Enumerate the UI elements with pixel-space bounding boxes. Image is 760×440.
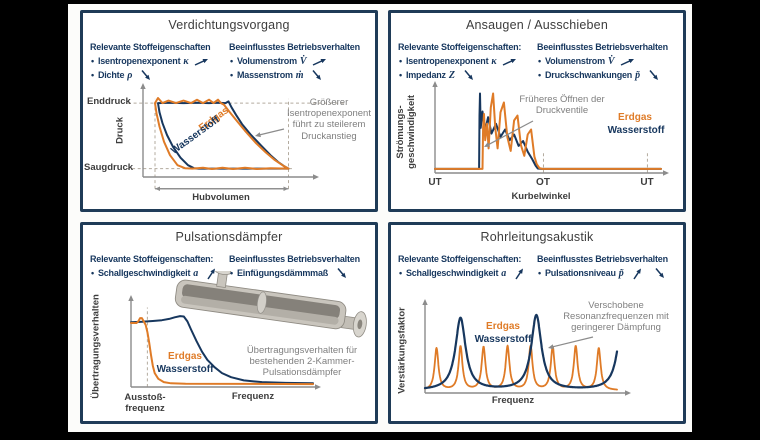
panel-title: Rohrleitungsakustik [480,230,594,244]
x-axis-label: Kurbelwinkel [511,191,571,202]
behavior-list: • Einfügungsdämmmaß [229,266,373,280]
panel-ansaugen-ausschieben: Strömungs- geschwindigkeit UT OT UT Kurb… [388,10,686,212]
property-item: • Massenstrom ṁ [229,68,373,82]
x-axis-label: Frequenz [231,391,275,402]
y-axis-label: Druck [114,116,126,144]
property-item: • Volumenstrom V̇ [229,54,373,68]
panel-pulsationsdaempfer: Übertragungsverhalten Ausstoß- frequenz … [80,222,378,424]
y-axis-label: Strömungs- geschwindigkeit [395,94,417,169]
properties-list: • Schallgeschwindigkeit a [90,266,229,280]
x-axis-label: Frequenz [491,395,535,406]
property-item: • Isentropenexponent κ [90,54,229,68]
tick-ot: OT [536,177,550,188]
trend-up-arrow-icon [313,58,327,66]
annotation-isentropenexponent: Größerer Isentropenexponent führt zu ste… [287,97,371,142]
behavior-header: Beeinflusstes Betriebsverhalten [229,254,360,264]
series-erdgas [424,344,618,391]
property-item: • Schallgeschwindigkeit a [398,266,537,280]
properties-header: Relevante Stoffeigenschaften: [90,254,214,264]
panel-title: Pulsationsdämpfer [175,230,283,244]
panel-title: Ansaugen / Ausschieben [465,18,608,32]
panel-verdichtungsvorgang: Enddruck Saugdruck Druck Hubvolumen Erdg… [80,10,378,212]
trend-up-arrow-icon [195,58,209,66]
behavior-list: • Volumenstrom V̇ • Massenstrom ṁ [229,54,373,82]
trend-up-arrow-icon [503,58,517,66]
property-item: • Volumenstrom V̇ [537,54,681,68]
trend-down-arrow-icon [655,267,664,278]
properties-list: • Schallgeschwindigkeit a [398,266,537,280]
y-axis-label: Verstärkungsfaktor [396,307,408,394]
trend-down-arrow-icon [649,69,658,80]
saugdruck-label: Saugdruck [84,162,134,173]
property-item: • Isentropenexponent κ [398,54,537,68]
panel-title: Verdichtungsvorgang [168,18,290,32]
property-item: • Impedanz Z [398,68,537,82]
properties-header: Relevante Stoffeigenschaften: [398,254,522,264]
properties-header: Relevante Stoffeigenschaften: [398,42,522,52]
trend-up2-arrow-icon [515,268,524,279]
behavior-list: • Volumenstrom V̇ • Druckschwankungen p̃ [537,54,681,82]
legend-wasserstoff: Wasserstoff [474,334,532,345]
behavior-header: Beeinflusstes Betriebsverhalten [537,254,668,264]
ausstossfrequenz-label: Ausstoß- frequenz [124,392,166,415]
trend-up-arrow-icon [621,58,635,66]
panel-rohrleitungsakustik: Verstärkungsfaktor Frequenz Erdgas Wasse… [388,222,686,424]
legend-wasserstoff: Wasserstoff [156,364,214,375]
x-axis-label: Hubvolumen [192,192,250,203]
behavior-list: • Pulsationsniveau p̃ [537,266,681,280]
property-item: • Dichte ρ [90,68,229,82]
property-item: • Einfügungsdämmmaß [229,266,373,280]
annotation-druckventile: Früheres Öffnen der Druckventile [519,94,605,117]
y-axis-label: Übertragungsverhalten [90,294,102,399]
properties-list: • Isentropenexponent κ • Impedanz Z [398,54,537,82]
trend-down-arrow-icon [141,69,151,80]
trend-down-arrow-icon [312,69,322,80]
trend-down-arrow-icon [464,69,473,80]
trend-down-arrow-icon [337,267,347,278]
annotation-resonanz: Verschobene Resonanzfrequenzen mit gerin… [563,300,669,334]
tick-ut-right: UT [640,177,654,188]
legend-wasserstoff: Wasserstoff [169,114,222,157]
property-item: • Druckschwankungen p̃ [537,68,681,82]
figure-canvas: Enddruck Saugdruck Druck Hubvolumen Erdg… [68,4,692,432]
behavior-header: Beeinflusstes Betriebsverhalten [537,42,668,52]
legend-erdgas: Erdgas [618,112,652,123]
property-item: • Pulsationsniveau p̃ [537,266,681,280]
legend-erdgas: Erdgas [168,351,202,362]
enddruck-label: Enddruck [87,96,131,107]
trend-up2-arrow-icon [207,268,216,279]
annotation-daempfer: Übertragungsverhalten für bestehenden 2-… [246,345,358,379]
behavior-header: Beeinflusstes Betriebsverhalten [229,42,360,52]
trend-up2-arrow-icon [632,268,641,279]
legend-wasserstoff: Wasserstoff [607,125,665,136]
pulsation-damper-image [174,271,367,338]
tick-ut-left: UT [428,177,442,188]
legend-erdgas: Erdgas [486,321,520,332]
property-item: • Schallgeschwindigkeit a [90,266,229,280]
properties-list: • Isentropenexponent κ • Dichte ρ [90,54,229,82]
properties-header: Relevante Stoffeigenschaften [90,42,211,52]
